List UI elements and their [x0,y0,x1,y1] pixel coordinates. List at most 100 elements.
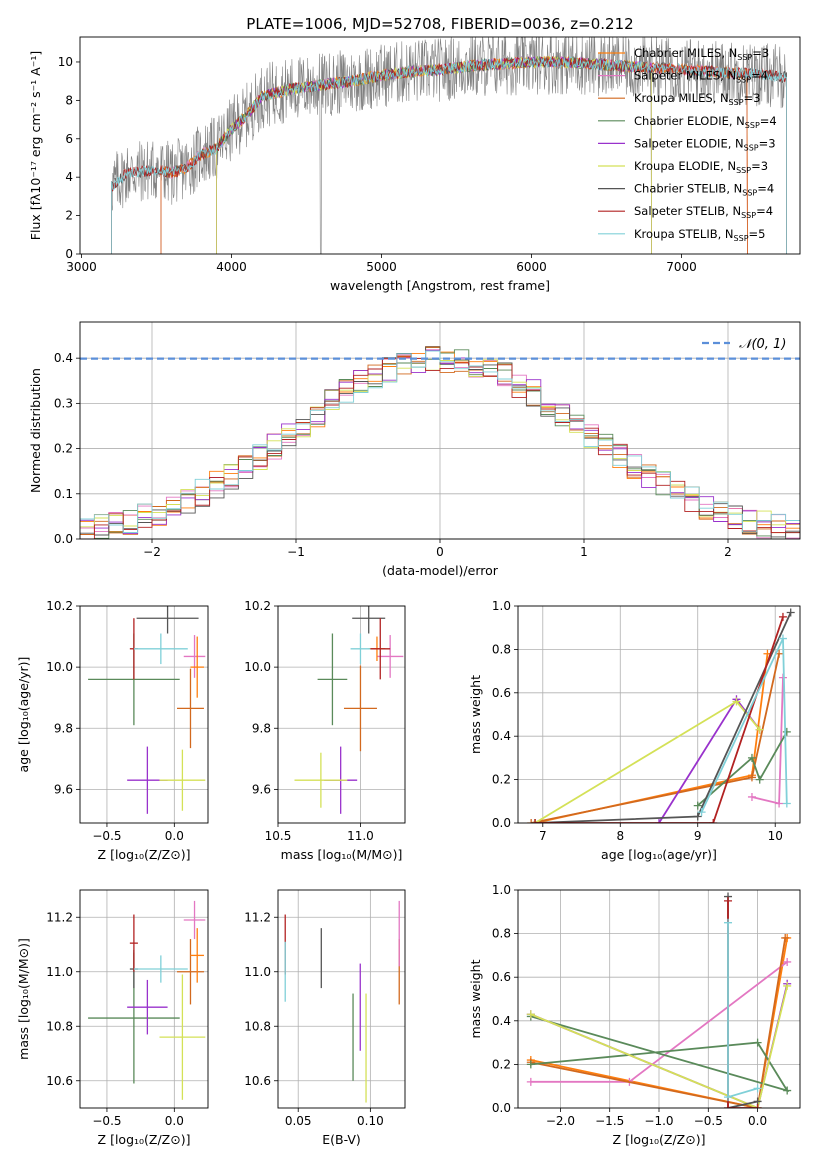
age_vs_mass-panel: 10.5 11.0 9.6 9.8 10.0 10.2 mass [log₁₀(M/M⊙)] [244,599,406,862]
mass_vs_Z-frame [79,889,209,1109]
spectrum-x-tick-label: 7000 [666,260,697,274]
spectrum-model-kroupa-stelib [111,55,787,254]
gaussian-legend-label: 𝒩(0, 1) [739,337,786,352]
mass_weight_vs_Z-panel: −2.0 −1.5 −1.0 −0.5 0.0 0.0 0.2 0.4 0.6 0.8 1.0 Z [… [468,883,801,1147]
mass_weight_vs_age-plot-area [518,606,800,823]
mass_weight_vs_Z-x-tick-label: 0.0 [748,1114,767,1128]
mass_weight_vs_Z-y-tick-label: 0.8 [492,927,511,941]
mass-weight-series-kroupa-elodie [530,985,789,1108]
mass-weight-point-marker [655,819,663,823]
age_vs_Z-y-axis-label: age [log₁₀(age/yr)] [16,657,31,773]
mass_weight_vs_Z-lines [526,892,792,1108]
legend-entry: Chabrier MILES, NSSP=3 [634,46,769,62]
residuals-y-tick-label: 0.3 [54,396,73,410]
mass_weight_vs_age-y-tick-label: 0.0 [492,816,511,830]
mass-weight-series-chabrier-elodie [530,1015,790,1093]
mass_weight_vs_age-panel: 7 8 9 10 0.0 0.2 0.4 0.6 0.8 1.0 age [log₁₀(age/yr… [468,599,801,862]
mass_weight_vs_age-y-tick-label: 0.2 [492,773,511,787]
mass_weight_vs_Z-y-tick-label: 1.0 [492,883,511,897]
mass_weight_vs_Z-y-tick-label: 0.4 [492,1014,511,1028]
mass-weight-point-marker [747,773,756,782]
spectrum-y-tick-label: 4 [65,170,73,184]
mass_weight_vs_age-x-tick-label: 10 [768,829,783,843]
mass-weight-series-kroupa-miles [530,937,787,1108]
mass-weight-point-marker [697,808,706,817]
mass_vs_Z-x-tick-label: −0.5 [92,1114,121,1128]
age_vs_Z-plot-area [80,606,208,823]
mass_vs_Z-x-tick-label: 0.0 [165,1114,184,1128]
age_vs_mass-frame [277,605,406,824]
mass_vs_EBV-y-tick-label: 10.8 [244,1019,271,1033]
mass-weight-point-marker [526,1077,535,1086]
residuals-x-tick-label: −2 [143,545,161,559]
spectrum-y-tick-label: 6 [65,132,73,146]
legend-entry: Kroupa STELIB, NSSP=5 [634,227,765,243]
spectrum-y-tick-label: 0 [65,247,73,261]
legend-entry: Chabrier STELIB, NSSP=4 [634,182,774,198]
mass-weight-point-marker [778,612,787,621]
mass_weight_vs_Z-x-axis-label: Z [log₁₀(Z/Z⊙)] [613,1132,706,1147]
residuals-y-tick-label: 0.4 [54,351,73,365]
age_vs_mass-points [294,606,404,814]
mass-weight-point-marker [526,1010,535,1019]
figure-title: PLATE=1006, MJD=52708, FIBERID=0036, z=0… [246,15,633,33]
spectrum-y-tick-label: 8 [65,93,73,107]
mass_weight_vs_Z-x-tick-label: −1.5 [595,1114,624,1128]
age_vs_Z-x-tick-label: 0.0 [165,829,184,843]
mass-weight-point-marker [775,799,784,808]
residuals-x-tick-label: 2 [724,545,732,559]
mass_vs_Z-y-tick-label: 11.2 [46,910,73,924]
mass-weight-point-marker [747,753,756,762]
spectrum-x-tick-label: 4000 [216,260,247,274]
age_vs_mass-x-tick-label: 11.0 [347,829,374,843]
spectrum-frame [79,36,801,255]
legend-entry: Salpeter MILES, NSSP=4 [634,69,768,85]
mass_vs_Z-y-tick-label: 10.8 [46,1019,73,1033]
mass_weight_vs_age-lines [527,608,795,823]
age_vs_Z-y-tick-label: 9.6 [54,782,73,796]
age_vs_Z-y-tick-label: 10.2 [46,599,73,613]
age_vs_Z-x-tick-label: −0.5 [92,829,121,843]
mass_weight_vs_age-y-axis-label: mass weight [468,675,483,754]
spectrum-x-tick-label: 6000 [516,260,547,274]
mass_vs_EBV-frame [277,889,406,1109]
mass_vs_Z-points [88,900,206,1100]
residuals-x-tick-label: 0 [436,545,444,559]
residuals-x-tick-label: −1 [287,545,305,559]
age_vs_Z-y-tick-label: 10.0 [46,660,73,674]
mass_vs_EBV-panel: 0.05 0.10 10.6 10.8 11.0 11.2 E(B-V) [244,889,406,1147]
residual-histogram-series [80,350,800,533]
age_vs_mass-y-tick-label: 10.2 [244,599,271,613]
mass-weight-series-salpeter-stelib [535,616,784,823]
mass_vs_EBV-x-axis-label: E(B-V) [322,1132,361,1147]
spectrum-legend: Chabrier MILES, NSSP=3 Salpeter MILES, NS… [598,46,777,243]
mass-weight-point-marker [526,1060,535,1069]
residuals-y-tick-label: 0.0 [54,532,73,546]
mass-weight-point-marker [781,933,790,942]
mass_vs_Z-x-axis-label: Z [log₁₀(Z/Z⊙)] [98,1132,191,1147]
mass-weight-point-marker [732,697,741,706]
mass_weight_vs_age-y-tick-label: 0.8 [492,642,511,656]
age_vs_Z-panel: −0.5 0.0 9.6 9.8 10.0 10.2 Z [log₁₀(Z/Z⊙)] age … [16,599,209,862]
mass-weight-point-marker [531,819,540,823]
spectrum-x-axis-label: wavelength [Angstrom, rest frame] [330,278,550,293]
mass_weight_vs_Z-frame [517,889,801,1109]
spectrum-lines [111,37,787,254]
mass-weight-point-marker [783,981,792,990]
age_vs_Z-points [88,606,206,814]
residuals-x-tick-label: 1 [580,545,588,559]
age_vs_Z-x-axis-label: Z [log₁₀(Z/Z⊙)] [98,847,191,862]
mass-weight-point-marker [783,1086,792,1095]
mass_vs_Z-panel: −0.5 0.0 10.6 10.8 11.0 11.2 Z [log₁₀(Z/Z⊙)] ma… [16,889,209,1147]
mass_weight_vs_age-x-tick-label: 7 [539,829,547,843]
mass_weight_vs_age-x-tick-label: 9 [694,829,702,843]
residual-histograms [80,346,800,539]
mass_vs_EBV-points [284,900,400,1103]
mass-weight-point-marker [724,1093,733,1102]
residuals-y-tick-label: 0.2 [54,442,73,456]
mass-weight-point-marker [753,1038,762,1047]
mass_vs_Z-y-tick-label: 11.0 [46,965,73,979]
mass_weight_vs_age-x-tick-label: 8 [616,829,624,843]
spectrum-observed-line [111,37,787,254]
